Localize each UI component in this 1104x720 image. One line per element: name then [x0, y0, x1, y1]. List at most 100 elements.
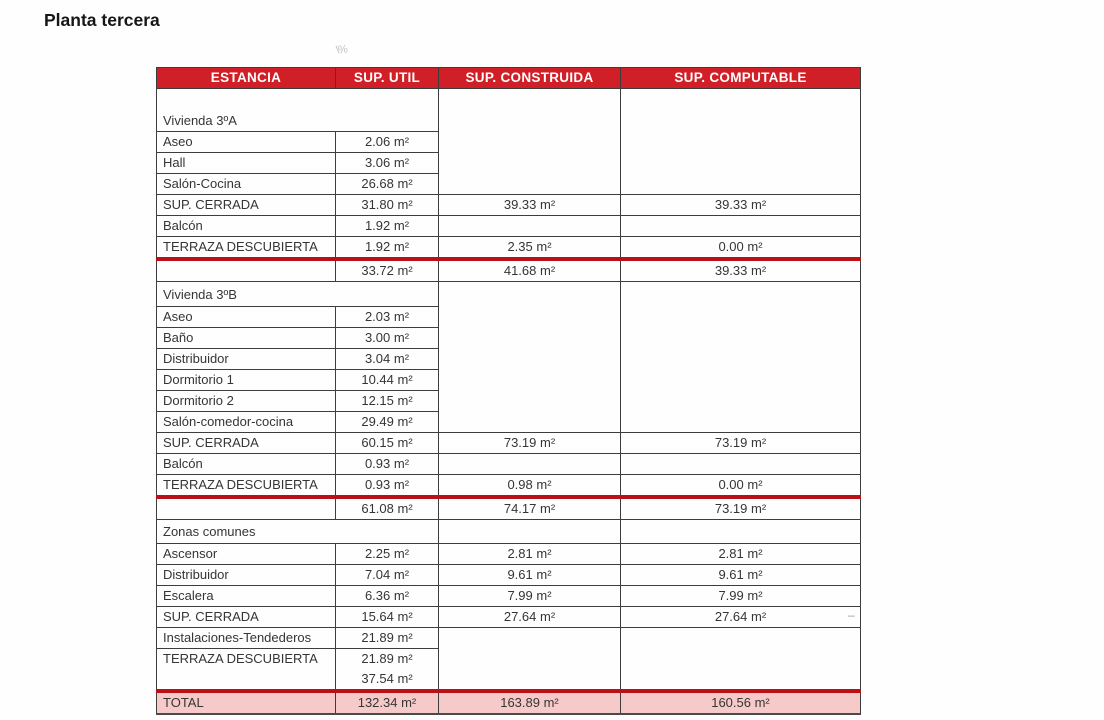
cell-construida: 39.33 m² [438, 194, 621, 216]
cell-computable: 39.33 m² [620, 194, 861, 216]
cell-estancia: TERRAZA DESCUBIERTA [156, 236, 336, 261]
cell-construida: 2.81 m² [438, 543, 621, 565]
cell-sup-util: 2.03 m² [335, 306, 439, 328]
cell-sup-util: 10.44 m² [335, 369, 439, 391]
cell-sup-util: 61.08 m² [335, 496, 439, 520]
table-row: Dormitorio 1 10.44 m² [156, 369, 861, 391]
header-sup-construida: SUP. CONSTRUIDA [438, 67, 621, 89]
cell-computable [620, 627, 861, 693]
cell-sup-util: 1.92 m² [335, 236, 439, 261]
cell-sup-util: 2.06 m² [335, 131, 439, 153]
table-row-section: Vivienda 3ºB [156, 281, 861, 433]
table-row-terraza: TERRAZA DESCUBIERTA 21.89 m² 37.54 m² [156, 648, 861, 693]
cell-computable: 0.00 m² [620, 236, 861, 261]
cell-construida: 73.19 m² [438, 432, 621, 454]
cell-construida [438, 281, 621, 433]
table-row-total: TOTAL 132.34 m² 163.89 m² 160.56 m² [156, 689, 861, 715]
table-row: Instalaciones-Tendederos 21.89 m² [156, 627, 861, 693]
table-row: Hall 3.06 m² [156, 152, 861, 174]
cell-sup-util: 21.89 m² [335, 627, 439, 649]
cell-construida [438, 627, 621, 693]
cell-estancia: Dormitorio 2 [156, 390, 336, 412]
cell-construida: 41.68 m² [438, 258, 621, 282]
cell-estancia: Hall [156, 152, 336, 174]
stacked-value: 37.54 m² [361, 671, 413, 686]
table-row: Aseo 2.03 m² [156, 306, 861, 328]
cell-computable: 39.33 m² [620, 258, 861, 282]
cell-construida: 9.61 m² [438, 564, 621, 586]
cell-sup-util: 7.04 m² [335, 564, 439, 586]
cell-construida: 163.89 m² [438, 689, 621, 715]
header-sup-util: SUP. UTIL [335, 67, 439, 89]
table-row: Dormitorio 2 12.15 m² [156, 390, 861, 412]
table-row-terraza: TERRAZA DESCUBIERTA 1.92 m² 2.35 m² 0.00… [156, 236, 861, 261]
cell-construida [438, 519, 621, 544]
cell-estancia: SUP. CERRADA [156, 194, 336, 216]
cell-sup-util: 21.89 m² 37.54 m² [335, 648, 439, 693]
cell-construida [438, 88, 621, 195]
cell-estancia: Escalera [156, 585, 336, 607]
cell-computable: 7.99 m² [620, 585, 861, 607]
cell-construida: 27.64 m² [438, 606, 621, 628]
header-sup-computable: SUP. COMPUTABLE [620, 67, 861, 89]
table-row: Escalera 6.36 m² 7.99 m² 7.99 m² [156, 585, 861, 607]
table-row: Balcón 1.92 m² [156, 215, 861, 237]
cell-computable: 73.19 m² [620, 496, 861, 520]
cell-estancia: Ascensor [156, 543, 336, 565]
table-row: Baño 3.00 m² [156, 327, 861, 349]
cell-sup-util: 12.15 m² [335, 390, 439, 412]
cell-construida [438, 215, 621, 237]
cell-estancia [156, 496, 336, 520]
cell-construida [438, 453, 621, 475]
cell-sup-util: 0.93 m² [335, 453, 439, 475]
scan-artifact-mark: \% [335, 43, 348, 57]
page-title: Planta tercera [44, 10, 160, 30]
cell-estancia: Aseo [156, 306, 336, 328]
cell-estancia: TERRAZA DESCUBIERTA [156, 474, 336, 499]
section-label: Zonas comunes [156, 519, 439, 544]
cell-estancia: Distribuidor [156, 348, 336, 370]
table-row-section: Zonas comunes [156, 519, 861, 544]
table-row: Distribuidor 7.04 m² 9.61 m² 9.61 m² [156, 564, 861, 586]
cell-estancia: Balcón [156, 453, 336, 475]
cell-sup-util: 15.64 m² [335, 606, 439, 628]
cell-computable: 160.56 m² [620, 689, 861, 715]
cell-sup-util: 1.92 m² [335, 215, 439, 237]
cell-computable: 0.00 m² [620, 474, 861, 499]
cell-computable [620, 281, 861, 433]
cell-computable: 73.19 m² [620, 432, 861, 454]
cell-estancia: Instalaciones-Tendederos [156, 627, 336, 649]
cell-estancia: Salón-comedor-cocina [156, 411, 336, 433]
cell-computable [620, 215, 861, 237]
cell-estancia [156, 258, 336, 282]
cell-construida: 0.98 m² [438, 474, 621, 499]
surface-area-table: ESTANCIA SUP. UTIL SUP. CONSTRUIDA SUP. … [156, 67, 861, 715]
section-label: Vivienda 3ºB [156, 281, 439, 307]
table-row-subtotal: 33.72 m² 41.68 m² 39.33 m² [156, 258, 861, 282]
cell-construida: 2.35 m² [438, 236, 621, 261]
cell-sup-util: 3.04 m² [335, 348, 439, 370]
header-estancia: ESTANCIA [156, 67, 336, 89]
cell-estancia: SUP. CERRADA [156, 432, 336, 454]
cell-sup-util: 6.36 m² [335, 585, 439, 607]
cell-construida: 74.17 m² [438, 496, 621, 520]
cell-sup-util: 29.49 m² [335, 411, 439, 433]
cell-estancia: TOTAL [156, 689, 336, 715]
cell-estancia: SUP. CERRADA [156, 606, 336, 628]
cell-computable: 2.81 m² [620, 543, 861, 565]
cell-estancia: Baño [156, 327, 336, 349]
cell-sup-util: 31.80 m² [335, 194, 439, 216]
cell-sup-util: 2.25 m² [335, 543, 439, 565]
table-row-subtotal: 61.08 m² 74.17 m² 73.19 m² [156, 496, 861, 520]
table-row-sup-cerrada: SUP. CERRADA 15.64 m² 27.64 m² 27.64 m² [156, 606, 861, 628]
cell-estancia: Aseo [156, 131, 336, 153]
section-label: Vivienda 3ºA [156, 88, 439, 132]
table-row: Salón-comedor-cocina 29.49 m² [156, 411, 861, 433]
cell-computable: 27.64 m² [620, 606, 861, 628]
cell-estancia: Salón-Cocina [156, 173, 336, 195]
cell-construida: 7.99 m² [438, 585, 621, 607]
cell-sup-util: 26.68 m² [335, 173, 439, 195]
cell-computable [620, 88, 861, 195]
cell-sup-util: 3.00 m² [335, 327, 439, 349]
